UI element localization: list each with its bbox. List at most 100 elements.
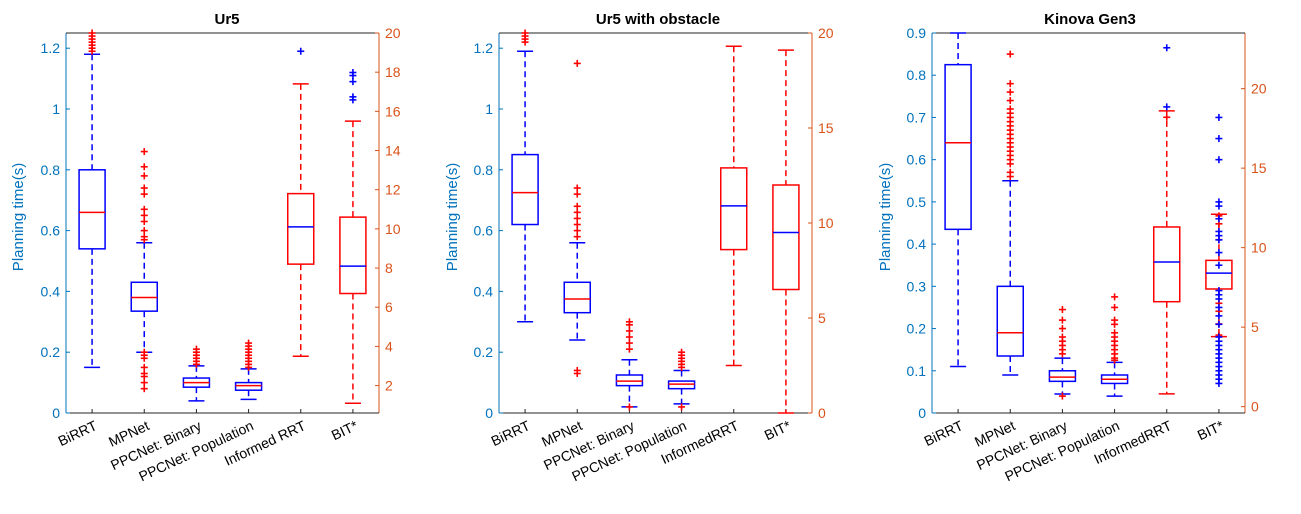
outlier-point [1058,316,1066,324]
left-y-tick-label: 0.1 [907,363,927,379]
outlier-point [573,366,581,374]
outlier-point [1215,113,1223,121]
outlier-point [1058,333,1066,341]
outlier-point [1006,168,1014,176]
outlier-point [140,227,148,235]
outlier-point [1163,103,1171,111]
outlier-point [140,379,148,387]
outlier-point [1215,287,1223,295]
outlier-point [678,403,686,411]
box-iqr [772,184,800,291]
outlier-point [573,214,581,222]
left-y-tick-label: 0.5 [907,194,927,210]
outlier-point [1058,325,1066,333]
outlier-point [1006,105,1014,113]
left-y-tick-label: 0.4 [907,236,927,252]
left-y-tick-label: 1 [52,101,60,117]
box-iqr [944,63,972,231]
outlier-point [140,163,148,171]
panel-ur5-with-obstacle: Ur5 with obstacle Planning time(s) 0 0.2 0… [444,11,834,484]
box-iqr [78,169,106,250]
box-iqr [1153,226,1181,303]
outlier-point [573,190,581,198]
box-iqr [287,192,315,265]
box-iqr [667,380,696,390]
box-iqr [511,153,539,226]
outlier-point [1215,333,1223,341]
outlier-point [1163,113,1171,121]
chart-title: Ur5 with obstacle [596,11,720,28]
left-y-tick-label: 0.8 [41,162,61,178]
outlier-point [1215,156,1223,164]
x-tick-label: BIT* [329,417,361,443]
outlier-point [573,208,581,216]
right-y-tick-label: 6 [385,299,393,315]
outlier-point [140,148,148,156]
right-y-tick-label: 10 [1251,240,1267,256]
outlier-point [140,233,148,241]
right-y-tick-label: 15 [1251,160,1267,176]
outlier-point [625,339,633,347]
left-y-tick-label: 0 [52,405,60,421]
left-y-tick-label: 0.6 [474,223,494,239]
outlier-point [1006,80,1014,88]
x-tick-label: BiRRT [488,417,532,449]
left-y-tick-label: 0.8 [474,162,494,178]
outlier-point [140,369,148,377]
right-y-tick-label: 14 [385,143,401,159]
outlier-point [349,78,357,86]
left-y-tick-label: 0.2 [41,344,61,360]
y-axis-label: Planning time(s) [444,163,461,271]
right-y-tick-label: 4 [385,338,393,354]
outlier-point [625,318,633,326]
left-y-tick-label: 0.3 [907,278,927,294]
x-tick-label: BiRRT [921,417,965,449]
outlier-point [1215,312,1223,320]
outlier-point [1006,50,1014,58]
outlier-point [1215,261,1223,269]
outlier-point [245,339,253,347]
outlier-point [140,172,148,180]
outlier-point [573,233,581,241]
x-tick-label: BIT* [762,417,794,443]
outlier-point [1215,135,1223,143]
right-y-tick-label: 0 [818,405,826,421]
outlier-point [1111,316,1119,324]
x-tick-label: BiRRT [55,417,99,449]
outlier-point [192,345,200,353]
box-iqr [996,285,1024,357]
left-y-tick-label: 1 [485,101,493,117]
y-axis-label: Planning time(s) [877,163,894,271]
left-y-tick-label: 0 [918,405,926,421]
panel-kinova-gen3: Kinova Gen3 Planning time(s) 0 0.1 0.2 0.3 0… [877,11,1267,484]
outlier-point [140,184,148,192]
right-y-tick-label: 16 [385,103,401,119]
outlier-point [1058,392,1066,400]
box-iqr [615,374,644,387]
left-y-tick-label: 0.8 [907,67,927,83]
box-iqr [130,281,158,312]
left-y-tick-label: 0.6 [41,223,61,239]
right-y-tick-label: 10 [385,221,401,237]
x-tick-label: BIT* [1195,417,1227,443]
chart-title: Ur5 [214,11,239,28]
right-y-tick-label: 10 [818,215,834,231]
outlier-point [349,69,357,77]
left-y-tick-label: 0.2 [907,321,927,337]
outlier-point [625,345,633,353]
outlier-point [1006,88,1014,96]
right-y-tick-label: 15 [818,120,834,136]
outlier-point [1215,198,1223,206]
left-y-tick-label: 0.4 [41,283,61,299]
outlier-point [140,385,148,393]
outlier-point [88,29,96,37]
outlier-point [625,403,633,411]
outlier-point [1215,215,1223,223]
outlier-point [1058,306,1066,314]
right-y-tick-label: 20 [818,25,834,41]
box-iqr [563,281,591,314]
left-y-tick-label: 1.2 [41,40,61,56]
outlier-point [573,184,581,192]
right-y-tick-label: 5 [1251,319,1259,335]
